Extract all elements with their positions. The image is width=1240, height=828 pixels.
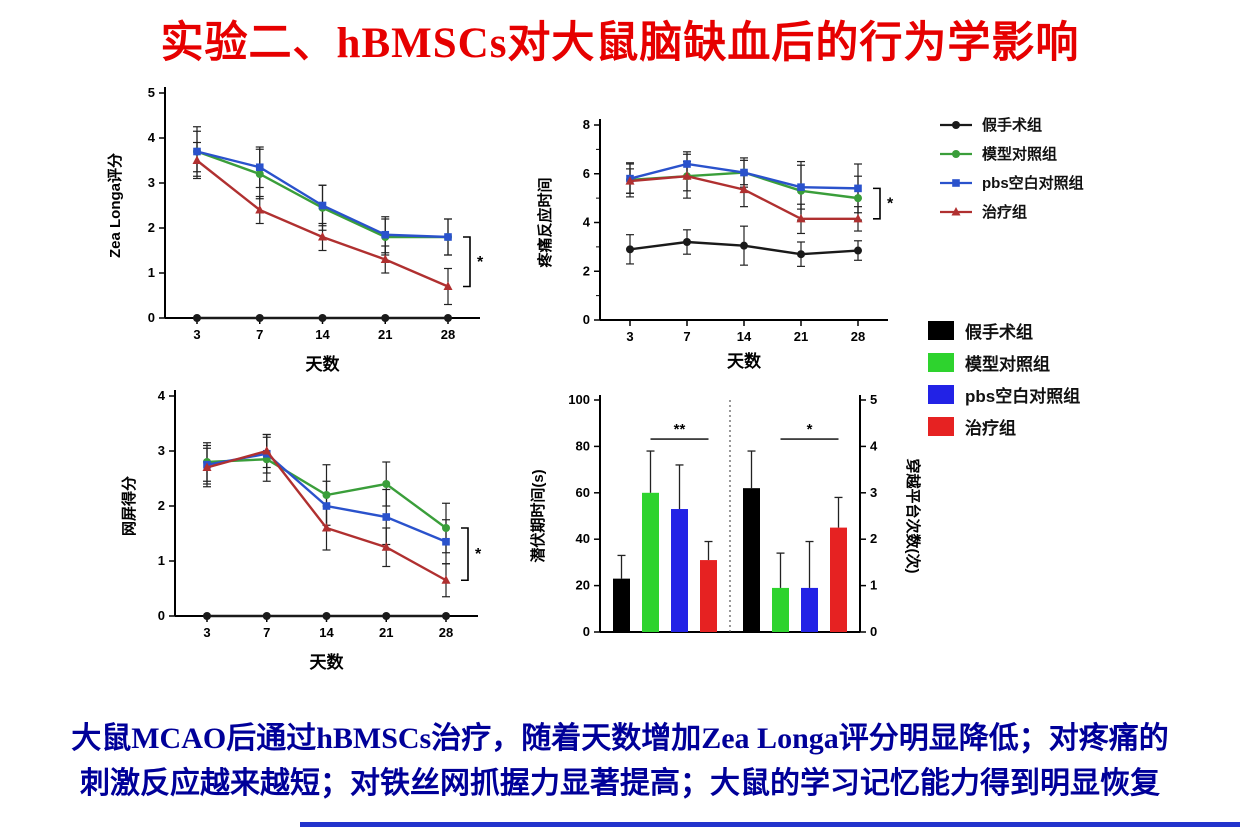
svg-text:1: 1 (148, 265, 155, 280)
caption: 大鼠MCAO后通过hBMSCs治疗，随着天数增加Zea Longa评分明显降低；… (0, 716, 1240, 806)
svg-text:100: 100 (568, 392, 590, 407)
svg-text:21: 21 (794, 329, 808, 344)
pbs-line-marker-icon (940, 178, 972, 187)
svg-text:2: 2 (148, 220, 155, 235)
blue-swatch (928, 384, 954, 404)
bar-legend-label-sham: 假手术组 (965, 322, 1033, 342)
svg-text:3: 3 (870, 485, 877, 500)
legend-item-treatment: 治疗组 (938, 197, 1084, 226)
sham-line-marker-icon (940, 120, 972, 129)
svg-text:21: 21 (379, 625, 393, 640)
svg-text:2: 2 (870, 531, 877, 546)
svg-text:28: 28 (439, 625, 453, 640)
line-legend: 假手术组 模型对照组 pbs空白对照组 治疗组 (938, 110, 1084, 226)
svg-text:14: 14 (737, 329, 752, 344)
svg-text:潜伏期时间(s): 潜伏期时间(s) (529, 469, 547, 562)
svg-text:疼痛反应时间: 疼痛反应时间 (536, 177, 554, 267)
bar-legend-item-pbs: pbs空白对照组 (928, 378, 1080, 410)
svg-text:网屏得分: 网屏得分 (120, 476, 138, 536)
svg-text:6: 6 (583, 166, 590, 181)
svg-text:3: 3 (148, 175, 155, 190)
green-swatch (928, 352, 954, 372)
svg-text:0: 0 (158, 608, 165, 623)
black-swatch (928, 320, 954, 340)
svg-text:*: * (475, 546, 482, 563)
svg-text:*: * (887, 196, 894, 213)
svg-text:7: 7 (256, 327, 263, 342)
svg-text:Zea Longa评分: Zea Longa评分 (107, 153, 124, 258)
treatment-line-marker-icon (940, 206, 972, 215)
svg-text:5: 5 (870, 392, 877, 407)
svg-text:14: 14 (319, 625, 334, 640)
svg-text:3: 3 (203, 625, 210, 640)
legend-item-sham: 假手术组 (938, 110, 1084, 139)
svg-text:7: 7 (683, 329, 690, 344)
slide-title: 实验二、hBMSCs对大鼠脑缺血后的行为学影响 (160, 20, 1080, 67)
bar-legend: 假手术组 模型对照组 pbs空白对照组 治疗组 (928, 314, 1080, 442)
pain-response-line-chart: 0 2 4 6 8 3 7 14 21 28 天数 疼痛反应时间 * (536, 117, 894, 371)
caption-line-1: 大鼠MCAO后通过hBMSCs治疗，随着天数增加Zea Longa评分明显降低；… (71, 722, 1169, 755)
bar-legend-item-treatment: 治疗组 (928, 410, 1080, 442)
svg-text:4: 4 (870, 438, 878, 453)
svg-text:8: 8 (583, 117, 590, 132)
svg-text:*: * (807, 421, 813, 438)
red-swatch (928, 416, 954, 436)
svg-text:3: 3 (158, 443, 165, 458)
bottom-divider (300, 822, 1240, 827)
svg-text:7: 7 (263, 625, 270, 640)
svg-text:0: 0 (583, 624, 590, 639)
svg-text:天数: 天数 (727, 351, 762, 371)
bar-legend-item-sham: 假手术组 (928, 314, 1080, 346)
legend-item-pbs: pbs空白对照组 (938, 168, 1084, 197)
zea-longa-line-chart: 0 1 2 3 4 5 3 7 14 21 28 天数 Zea Longa评分 * (107, 85, 484, 374)
svg-text:14: 14 (315, 327, 330, 342)
legend-label-treatment: 治疗组 (982, 204, 1028, 221)
svg-text:28: 28 (851, 329, 865, 344)
svg-text:40: 40 (576, 531, 590, 546)
svg-text:2: 2 (158, 498, 165, 513)
legend-label-model: 模型对照组 (982, 146, 1058, 163)
svg-text:天数: 天数 (310, 652, 345, 672)
svg-text:20: 20 (576, 578, 590, 593)
bar-legend-label-model: 模型对照组 (965, 354, 1050, 374)
svg-text:0: 0 (148, 310, 155, 325)
mesh-score-line-chart: 0 1 2 3 4 3 7 14 21 28 天数 网屏得分 * (120, 388, 482, 672)
svg-text:4: 4 (158, 388, 166, 403)
svg-text:5: 5 (148, 85, 155, 100)
legend-label-pbs: pbs空白对照组 (982, 175, 1084, 192)
svg-text:1: 1 (158, 553, 165, 568)
caption-line-2: 刺激反应越来越短；对铁丝网抓握力显著提高；大鼠的学习记忆能力得到明显恢复 (80, 767, 1160, 800)
legend-item-model: 模型对照组 (938, 139, 1084, 168)
svg-text:**: ** (674, 421, 686, 438)
svg-text:21: 21 (378, 327, 392, 342)
svg-text:2: 2 (583, 263, 590, 278)
bar-legend-label-pbs: pbs空白对照组 (965, 386, 1081, 406)
svg-text:3: 3 (193, 327, 200, 342)
svg-text:0: 0 (870, 624, 877, 639)
svg-text:4: 4 (148, 130, 156, 145)
svg-text:4: 4 (583, 215, 591, 230)
svg-text:80: 80 (576, 438, 590, 453)
svg-text:0: 0 (583, 312, 590, 327)
model-line-marker-icon (940, 149, 972, 158)
legend-label-sham: 假手术组 (982, 117, 1043, 134)
svg-text:3: 3 (626, 329, 633, 344)
bar-legend-label-treatment: 治疗组 (965, 418, 1016, 438)
svg-text:60: 60 (576, 485, 590, 500)
svg-text:*: * (477, 254, 484, 271)
svg-text:天数: 天数 (306, 354, 341, 374)
svg-text:穿越平台次数(次): 穿越平台次数(次) (904, 459, 922, 574)
svg-text:1: 1 (870, 578, 877, 593)
bar-legend-item-model: 模型对照组 (928, 346, 1080, 378)
svg-text:28: 28 (441, 327, 455, 342)
